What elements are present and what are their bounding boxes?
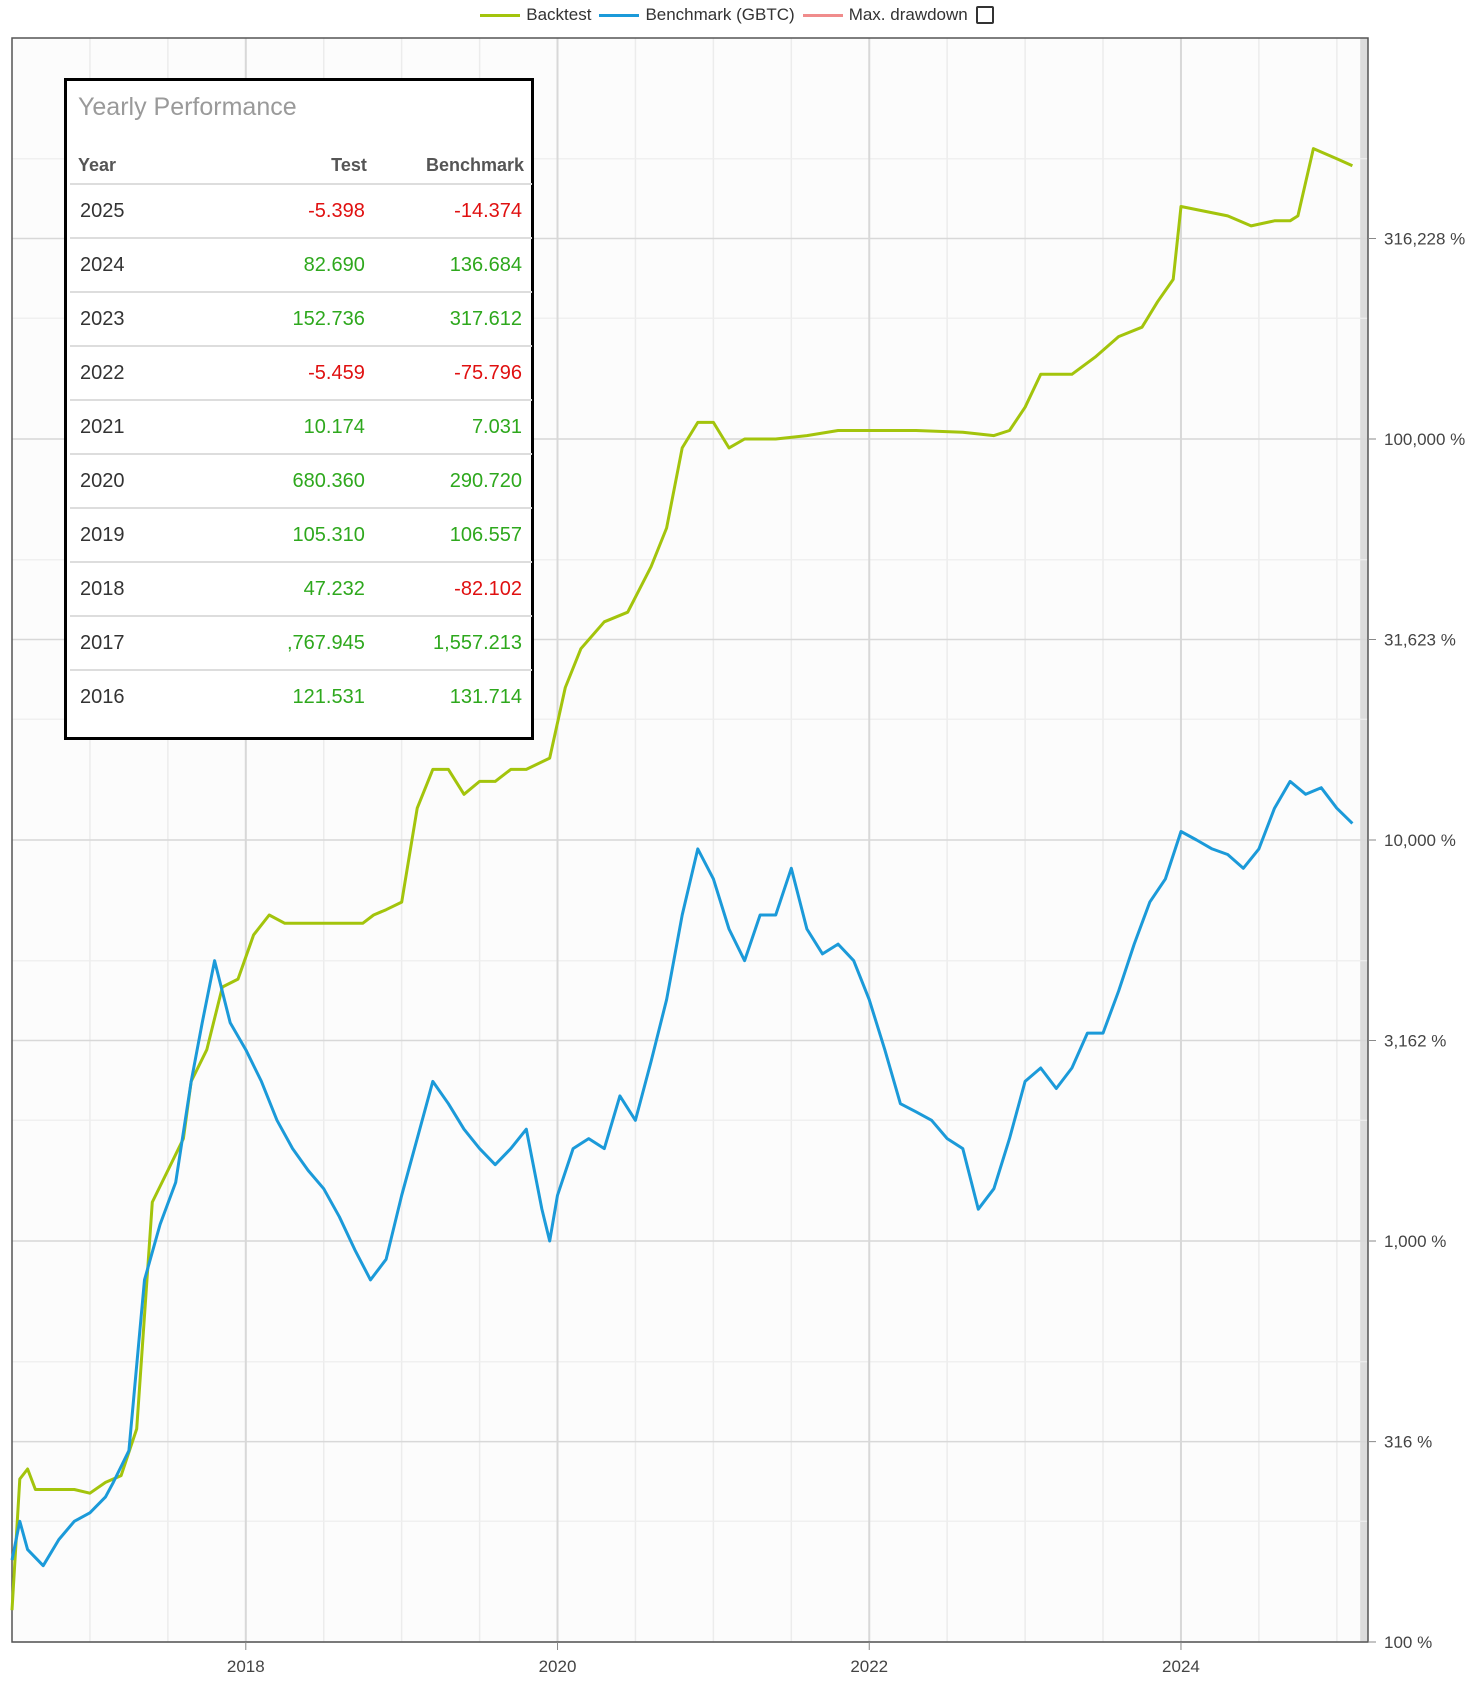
legend-label-max-drawdown: Max. drawdown bbox=[848, 5, 968, 24]
test-value-cell: 10.174 bbox=[240, 400, 375, 455]
year-cell: 2016 bbox=[80, 685, 125, 708]
yearly-performance-title: Yearly Performance bbox=[78, 93, 297, 121]
legend-swatch-benchmark bbox=[599, 13, 640, 17]
legend-item-benchmark[interactable]: Benchmark (GBTC) bbox=[599, 5, 795, 25]
test-value-cell: 105.310 bbox=[240, 508, 375, 563]
yearly-performance-table: Year Test Benchmark 2025 -5.398 -14.374 202… bbox=[70, 147, 532, 723]
test-value-cell: 47.232 bbox=[240, 562, 375, 617]
table-row: 2025 -5.398 -14.374 bbox=[70, 184, 532, 239]
year-cell: 2020 bbox=[70, 454, 240, 509]
benchmark-value-cell: 1,557.213 bbox=[374, 616, 532, 671]
table-row: 2020 680.360 290.720 bbox=[70, 454, 532, 509]
y-tick-label: 316 % bbox=[1384, 1433, 1432, 1452]
benchmark-value-cell: 7.031 bbox=[374, 400, 532, 455]
x-tick-label: 2024 bbox=[1162, 1657, 1200, 1676]
benchmark-value-cell: -75.796 bbox=[374, 346, 532, 401]
table-body: 2025 -5.398 -14.374 2024 82.690 136.684 2023 15… bbox=[70, 184, 532, 723]
column-header-benchmark: Benchmark bbox=[374, 147, 532, 185]
benchmark-value-cell: 106.557 bbox=[374, 508, 532, 563]
y-tick-label: 1,000 % bbox=[1384, 1232, 1446, 1251]
test-value-cell: 152.736 bbox=[240, 292, 375, 347]
y-tick-label: 100 % bbox=[1384, 1633, 1432, 1652]
test-value-cell: -5.398 bbox=[240, 184, 375, 239]
legend-swatch-max-drawdown bbox=[802, 13, 843, 17]
benchmark-value-cell: 290.720 bbox=[374, 454, 532, 509]
x-tick-label: 2022 bbox=[850, 1657, 888, 1676]
max-drawdown-checkbox[interactable] bbox=[975, 6, 994, 24]
chart-legend: Backtest Benchmark (GBTC) Max. drawdown bbox=[0, 2, 1474, 28]
table-row: 2019 105.310 106.557 bbox=[70, 508, 532, 563]
test-value-cell: 121.531 bbox=[292, 685, 365, 708]
y-tick-label: 100,000 % bbox=[1384, 430, 1465, 449]
benchmark-value-cell: 317.612 bbox=[374, 292, 532, 347]
year-cell: 2018 bbox=[70, 562, 240, 617]
x-tick-label: 2018 bbox=[227, 1657, 265, 1676]
year-cell: 2021 bbox=[70, 400, 240, 455]
y-tick-label: 10,000 % bbox=[1384, 831, 1456, 850]
column-header-test: Test bbox=[240, 147, 375, 185]
year-cell: 2022 bbox=[70, 346, 240, 401]
column-header-year: Year bbox=[70, 147, 240, 185]
table-header-row: Year Test Benchmark bbox=[70, 147, 532, 185]
benchmark-value-cell: -82.102 bbox=[374, 562, 532, 617]
year-cell: 2019 bbox=[70, 508, 240, 563]
table-row: 2024 82.690 136.684 bbox=[70, 238, 532, 293]
y-tick-label: 3,162 % bbox=[1384, 1032, 1446, 1051]
table-row: 2022 -5.459 -75.796 bbox=[70, 346, 532, 401]
test-value-cell: 82.690 bbox=[240, 238, 375, 293]
table-row: 2021 10.174 7.031 bbox=[70, 400, 532, 455]
y-tick-label: 316,228 % bbox=[1384, 229, 1465, 248]
table-row: 2017,767.945 1,557.213 bbox=[70, 616, 532, 671]
legend-label-backtest: Backtest bbox=[526, 5, 592, 24]
legend-item-max-drawdown[interactable]: Max. drawdown bbox=[802, 5, 994, 25]
test-value-cell: -5.459 bbox=[240, 346, 375, 401]
test-value-cell: ,767.945 bbox=[240, 616, 375, 671]
table-row: 2016 121.531 131.714 bbox=[70, 670, 532, 723]
year-cell: 2024 bbox=[70, 238, 240, 293]
yearly-performance-panel: Yearly Performance Year Test Benchmark 2… bbox=[64, 78, 534, 740]
y-tick-label: 31,623 % bbox=[1384, 630, 1456, 649]
year-cell: 2023 bbox=[70, 292, 240, 347]
x-tick-label: 2020 bbox=[539, 1657, 577, 1676]
benchmark-series-line bbox=[10, 779, 1354, 1568]
benchmark-value-cell: -14.374 bbox=[374, 184, 532, 239]
year-cell: 2025 bbox=[70, 184, 240, 239]
benchmark-value-cell: 131.714 bbox=[449, 685, 522, 708]
test-value-cell: 680.360 bbox=[240, 454, 375, 509]
table-row: 2023 152.736 317.612 bbox=[70, 292, 532, 347]
year-cell: 2017 bbox=[70, 616, 240, 671]
legend-label-benchmark: Benchmark (GBTC) bbox=[645, 5, 795, 24]
benchmark-value-cell: 136.684 bbox=[374, 238, 532, 293]
legend-swatch-backtest bbox=[480, 13, 521, 17]
table-row: 2018 47.232 -82.102 bbox=[70, 562, 532, 617]
legend-item-backtest[interactable]: Backtest bbox=[480, 5, 591, 25]
